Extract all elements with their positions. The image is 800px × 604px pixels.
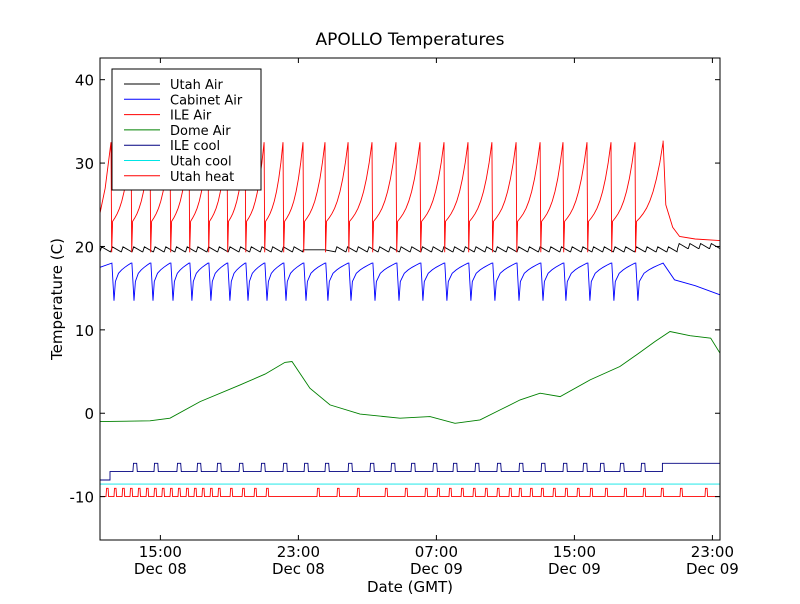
x-tick-time: 23:00 bbox=[277, 543, 320, 561]
x-tick-date: Dec 09 bbox=[686, 560, 739, 578]
x-tick-date: Dec 09 bbox=[548, 560, 601, 578]
x-tick-date: Dec 09 bbox=[410, 560, 463, 578]
chart-title: APOLLO Temperatures bbox=[316, 30, 505, 50]
y-tick-label: 30 bbox=[75, 155, 94, 173]
legend-label-cabinet-air: Cabinet Air bbox=[170, 93, 243, 108]
legend-label-ile-cool: ILE cool bbox=[170, 139, 220, 154]
x-tick-date: Dec 08 bbox=[272, 560, 325, 578]
y-tick-label: 10 bbox=[75, 322, 94, 340]
x-tick-time: 07:00 bbox=[415, 543, 458, 561]
axes-frame bbox=[99, 57, 721, 541]
x-tick-time: 15:00 bbox=[139, 543, 182, 561]
y-tick-label: 0 bbox=[84, 405, 94, 423]
legend-label-utah-air: Utah Air bbox=[170, 78, 223, 93]
legend-label-dome-air: Dome Air bbox=[170, 124, 231, 139]
y-axis-label: Temperature (C) bbox=[48, 238, 66, 361]
series-line-ile-cool bbox=[100, 462, 720, 481]
y-tick-label: 40 bbox=[75, 72, 94, 90]
y-tick-label: 20 bbox=[75, 238, 94, 256]
legend-label-utah-heat: Utah heat bbox=[170, 170, 234, 185]
series-line-utah-heat bbox=[100, 487, 720, 498]
series-line-cabinet-air bbox=[99, 262, 721, 301]
x-tick-date: Dec 08 bbox=[134, 560, 187, 578]
x-tick-time: 15:00 bbox=[553, 543, 596, 561]
series-layer bbox=[99, 140, 721, 498]
x-axis-label: Date (GMT) bbox=[367, 578, 453, 596]
y-tick-label: -10 bbox=[70, 489, 95, 507]
legend-label-utah-cool: Utah cool bbox=[170, 155, 232, 170]
legend-label-ile-air: ILE Air bbox=[170, 109, 212, 124]
series-line-ile-air bbox=[99, 140, 721, 253]
x-tick-time: 23:00 bbox=[691, 543, 734, 561]
series-line-dome-air bbox=[99, 331, 721, 424]
